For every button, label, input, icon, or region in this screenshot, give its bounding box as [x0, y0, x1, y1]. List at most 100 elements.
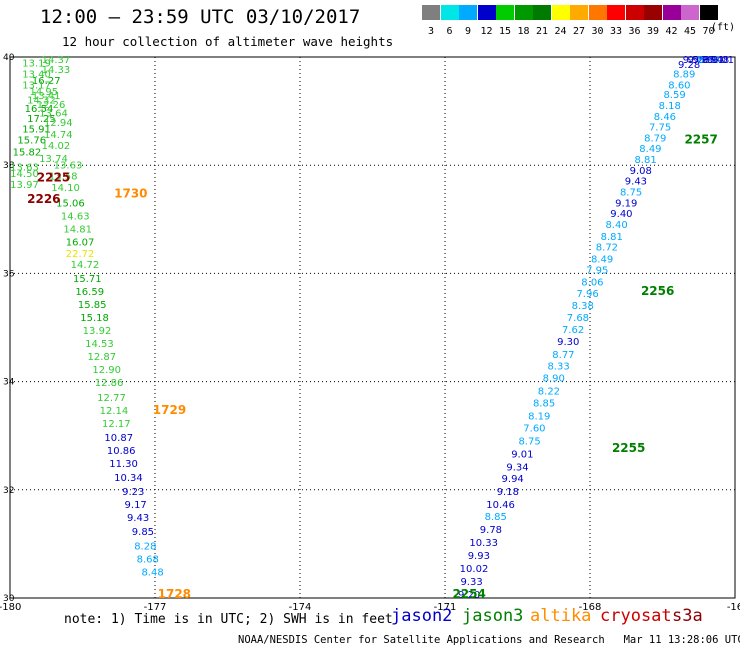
pass-time-label: 1728 [158, 587, 191, 601]
swh-value: 9.01 [511, 449, 533, 460]
swh-value: 12.26 [37, 100, 66, 111]
swh-value: 17.25 [27, 114, 56, 125]
satellite-altika-label: altika [530, 606, 592, 626]
pass-time-label: 2226 [27, 192, 60, 206]
pass-time-label: 2254 [452, 587, 485, 601]
swh-value: 8.22 [538, 387, 560, 398]
legend-swatch-label: 24 [554, 26, 567, 37]
x-tick-label: -177 [144, 602, 167, 613]
swh-value: 13.58 [49, 171, 78, 182]
legend-swatch [514, 5, 533, 20]
swh-value: 8.77 [552, 350, 574, 361]
swh-value: 13.64 [39, 109, 68, 120]
footer-note: note: 1) Time is in UTC; 2) SWH is in fe… [64, 612, 393, 627]
x-tick-label: -180 [0, 602, 21, 613]
swh-value: 13.63 [54, 160, 83, 171]
swh-value: 14.72 [71, 260, 100, 271]
legend-swatch-label: 36 [628, 26, 641, 37]
swh-value: 9.48 [707, 55, 729, 66]
swh-value: 10.87 [104, 433, 133, 444]
swh-value: 14.74 [44, 130, 73, 141]
satellite-s3a-label: s3a [672, 606, 703, 626]
legend-swatch [477, 5, 496, 20]
swh-value: 9.43 [127, 513, 149, 524]
swh-value: 9.17 [125, 500, 147, 511]
swh-value: 13.40 [22, 70, 51, 81]
legend-swatch [681, 5, 699, 20]
swh-value: 14.33 [42, 65, 71, 76]
swh-value: 9.94 [502, 474, 524, 485]
legend-swatch-label: 42 [665, 26, 678, 37]
swh-value: 9.55 [683, 55, 705, 66]
swh-value: 13.19 [22, 59, 51, 70]
swh-value: 12.17 [102, 419, 131, 430]
page-title: 12:00 – 23:59 UTC 03/10/2017 [40, 6, 361, 28]
legend-swatch-label: 18 [517, 26, 530, 37]
page-subtitle: 12 hour collection of altimeter wave hei… [62, 34, 394, 49]
swh-value: 12.87 [88, 352, 117, 363]
legend-swatch-label: 70 [702, 26, 715, 37]
swh-value: 8.68 [137, 554, 159, 565]
legend-unit: (ft) [711, 22, 736, 33]
satellite-jason3-label: jason3 [462, 606, 524, 626]
pass-time-label: 2225 [37, 170, 70, 184]
swh-value: 7.68 [567, 313, 589, 324]
swh-value: 15.18 [80, 313, 109, 324]
swh-value: 13.41 [32, 91, 61, 102]
y-tick-label: 32 [3, 486, 14, 496]
y-tick-label: 40 [3, 53, 15, 63]
legend-swatch-label: 39 [646, 26, 660, 37]
swh-value: 15.82 [13, 147, 42, 158]
pass-time-label: 1729 [153, 403, 186, 417]
swh-value: 12.94 [44, 118, 73, 129]
y-tick-label: 34 [3, 378, 15, 388]
legend-swatch [551, 5, 570, 20]
swh-value: 9.28 [688, 55, 710, 66]
y-tick-label: 38 [3, 161, 15, 171]
swh-value: 9.23 [122, 487, 144, 498]
swh-value: 12.90 [92, 365, 121, 376]
swh-value: 7.96 [576, 289, 598, 300]
swh-value: 10.34 [114, 473, 143, 484]
swh-value: 10.33 [469, 538, 498, 549]
legend-swatch [533, 5, 551, 20]
swh-value: 9.33 [460, 577, 482, 588]
swh-value: 8.19 [528, 411, 550, 422]
swh-value: 14.02 [42, 141, 71, 152]
swh-value: 15.71 [73, 274, 102, 285]
legend-swatch [662, 5, 681, 20]
swh-value: 13.17 [22, 80, 51, 91]
swh-value: 7.75 [649, 123, 671, 134]
swh-value: 12.77 [97, 393, 126, 404]
swh-value: 8.49 [639, 144, 661, 155]
legend-swatch-label: 6 [446, 26, 453, 37]
swh-value: 8.28 [134, 541, 156, 552]
y-tick-label: 30 [3, 594, 15, 604]
swh-value: 9.28 [678, 60, 700, 71]
swh-value: 22.72 [66, 249, 95, 260]
swh-value: 14.63 [61, 211, 90, 222]
swh-value: 13.74 [39, 154, 68, 165]
swh-value: 9.40 [610, 209, 632, 220]
swh-value: 8.72 [596, 243, 618, 254]
pass-time-label: 2256 [641, 284, 674, 298]
swh-value: 14.37 [42, 55, 71, 66]
swh-value: 14.10 [51, 183, 80, 194]
swh-value: 12.14 [100, 406, 129, 417]
x-tick-label: -16 [727, 602, 740, 613]
swh-value: 9.30 [557, 337, 579, 348]
legend-swatch [422, 5, 440, 20]
swh-value: 15.76 [17, 136, 46, 147]
legend-swatch [440, 5, 459, 20]
swh-value: 9.78 [480, 525, 502, 536]
swh-value: 8.59 [663, 90, 685, 101]
swh-value: 10.46 [486, 500, 515, 511]
x-tick-label: -174 [289, 602, 312, 613]
swh-value: 9.11 [702, 55, 724, 66]
legend-swatch [496, 5, 514, 20]
swh-value: 9.01 [712, 55, 734, 66]
satellite-jason2-label: jason2 [391, 606, 453, 626]
swh-value: 16.59 [75, 287, 104, 298]
swh-value: 8.49 [591, 255, 613, 266]
